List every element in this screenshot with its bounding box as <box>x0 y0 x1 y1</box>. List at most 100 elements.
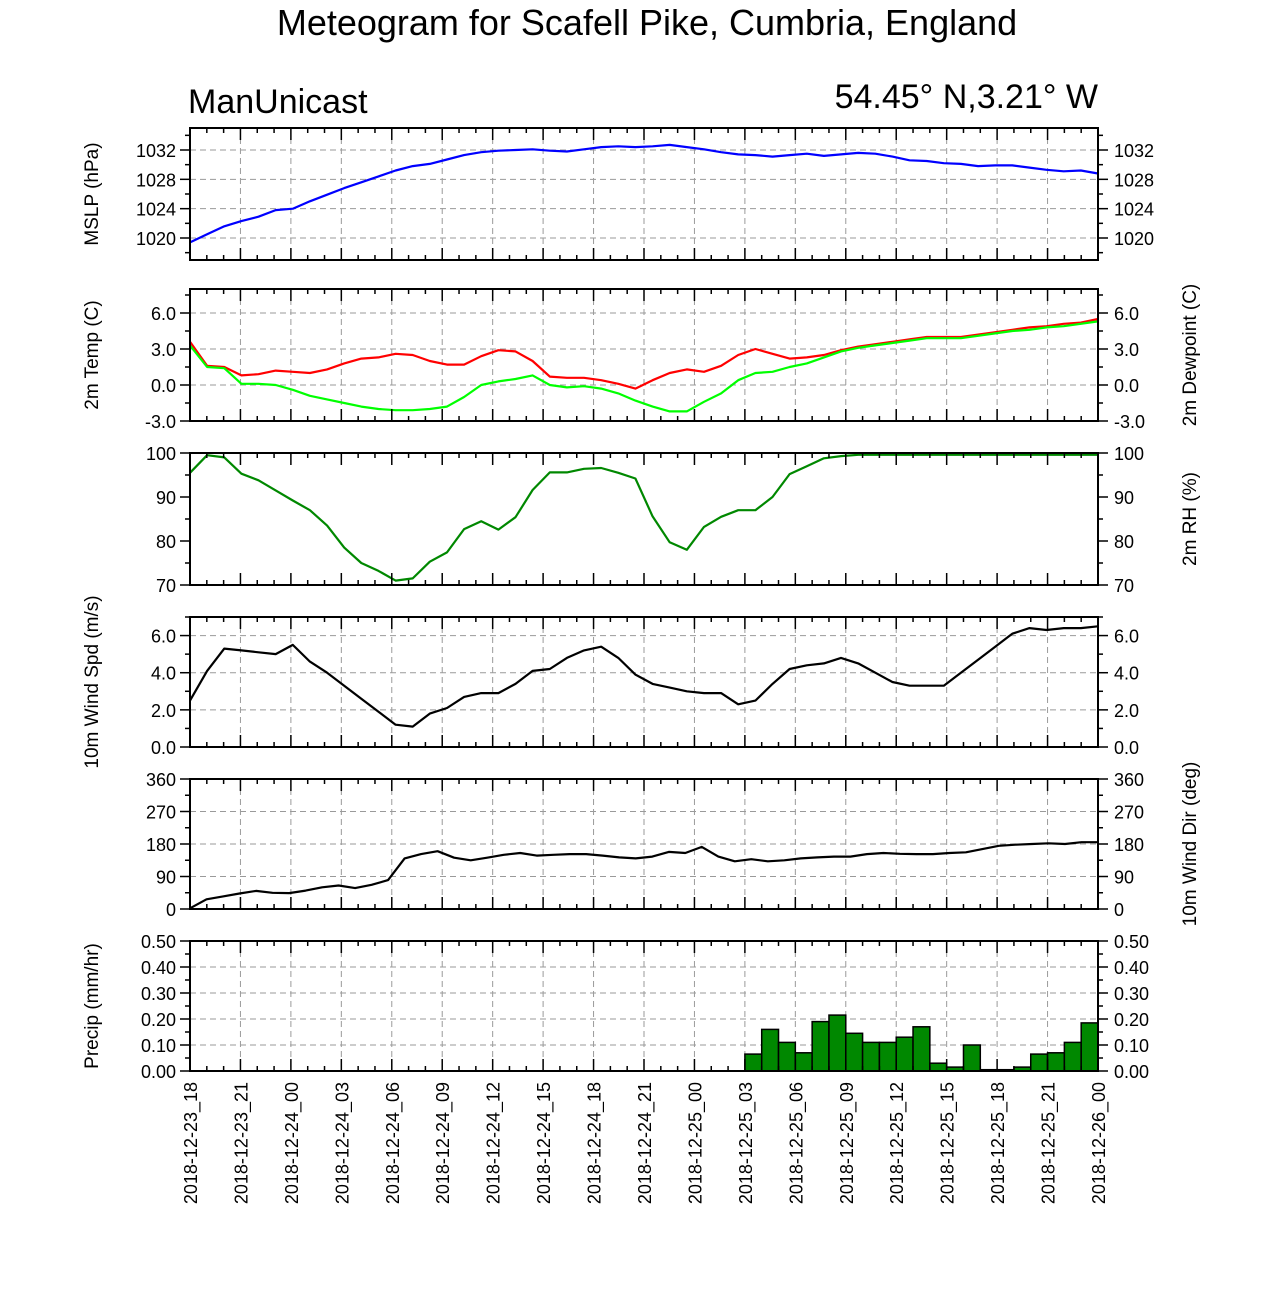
y-tick-label-right: 0.20 <box>1114 1010 1149 1030</box>
x-tick-label: 2018-12-24_18 <box>585 1082 606 1204</box>
x-tick-label: 2018-12-24_09 <box>433 1082 454 1204</box>
y-tick-label-right: 0 <box>1114 900 1124 920</box>
y-tick-label: 1028 <box>136 170 176 190</box>
y-tick-label: 70 <box>156 576 176 596</box>
y-tick-label-right: 90 <box>1114 488 1134 508</box>
y-tick-label-right: 3.0 <box>1114 340 1139 360</box>
y-tick-label: 1032 <box>136 141 176 161</box>
precip-bar <box>1046 1052 1066 1072</box>
x-tick-label: 2018-12-25_00 <box>685 1082 706 1204</box>
y-axis-label-right: 2m Dewpoint (C) <box>1180 284 1201 427</box>
y-tick-label: -3.0 <box>145 412 176 432</box>
x-tick-label: 2018-12-24_00 <box>282 1082 303 1204</box>
y-axis-label-right: 2m RH (%) <box>1180 472 1201 566</box>
series-line-1 <box>189 453 1098 582</box>
y-tick-label-right: 0.0 <box>1114 738 1139 758</box>
series-line-2 <box>189 320 1099 413</box>
y-tick-label: 4.0 <box>151 664 176 684</box>
y-tick-label-right: 0.0 <box>1114 376 1139 396</box>
x-tick-label: 2018-12-24_21 <box>635 1082 656 1204</box>
y-tick-label-right: 6.0 <box>1114 304 1139 324</box>
panel-1: 1020 1020 1024 1024 1028 1028 1032 1032 MSLP (hP… <box>82 127 1154 261</box>
y-tick-label: 1024 <box>136 200 176 220</box>
panel-3: 70 70 80 80 90 90 100 100 2m RH (%) <box>146 444 1201 596</box>
y-tick-label-right: 180 <box>1114 835 1144 855</box>
x-tick-label: 2018-12-25_12 <box>887 1082 908 1204</box>
y-tick-label-right: 2.0 <box>1114 701 1139 721</box>
x-tick-label: 2018-12-26_00 <box>1089 1082 1110 1204</box>
precip-bar <box>895 1036 914 1072</box>
precip-bar <box>760 1028 780 1072</box>
precip-bar <box>962 1044 982 1072</box>
x-tick-label: 2018-12-25_18 <box>988 1082 1009 1204</box>
y-tick-label-right: 270 <box>1114 803 1144 823</box>
precip-bar <box>1029 1053 1049 1072</box>
precip-bar <box>929 1062 948 1072</box>
panel-2: -3.0 -3.0 0.0 0.0 3.0 3.0 6.0 6.0 2m Temp (C) 2m … <box>82 284 1201 432</box>
y-tick-label: 90 <box>156 488 176 508</box>
x-tick-label: 2018-12-24_12 <box>484 1082 505 1204</box>
y-axis-label: 10m Wind Spd (m/s) <box>82 595 103 768</box>
x-axis-labels: 2018-12-23_18 2018-12-23_21 2018-12-24_00 2… <box>181 1082 1110 1204</box>
x-tick-label: 2018-12-25_15 <box>938 1082 959 1204</box>
y-tick-label-right: -3.0 <box>1114 412 1145 432</box>
y-tick-label-right: 0.40 <box>1114 958 1149 978</box>
panel-frame <box>189 452 1099 586</box>
y-tick-label: 100 <box>146 444 176 464</box>
x-tick-label: 2018-12-24_03 <box>332 1082 353 1204</box>
y-axis-label: Precip (mm/hr) <box>82 943 103 1069</box>
x-tick-label: 2018-12-25_09 <box>837 1082 858 1204</box>
y-tick-label: 0.0 <box>151 738 176 758</box>
y-tick-label: 1020 <box>136 229 176 249</box>
y-tick-label: 6.0 <box>151 304 176 324</box>
y-tick-label: 0.10 <box>141 1036 176 1056</box>
precip-bar <box>744 1053 763 1072</box>
y-axis-label-right: 10m Wind Dir (deg) <box>1180 762 1201 927</box>
y-tick-label: 0.20 <box>141 1010 176 1030</box>
x-tick-label: 2018-12-25_03 <box>736 1082 757 1204</box>
y-tick-label-right: 1020 <box>1114 229 1154 249</box>
x-tick-label: 2018-12-25_21 <box>1039 1082 1060 1204</box>
panel-4: 0.0 0.0 2.0 2.0 4.0 4.0 6.0 6.0 10m Wind Spd (m/… <box>82 595 1139 768</box>
precip-bar <box>1080 1022 1099 1072</box>
y-tick-label: 0 <box>166 900 176 920</box>
y-tick-label-right: 0.00 <box>1114 1062 1149 1082</box>
x-tick-label: 2018-12-24_06 <box>383 1082 404 1204</box>
y-tick-label: 3.0 <box>151 340 176 360</box>
panel-6: 0.00 0.00 0.10 0.10 0.20 0.20 0.30 0.30 0.40 0.40… <box>82 932 1149 1082</box>
y-tick-label-right: 80 <box>1114 532 1134 552</box>
x-tick-label: 2018-12-25_06 <box>786 1082 807 1204</box>
panel-5: 0 0 90 90 180 180 270 270 360 360 10m Wind Dir (de… <box>146 762 1201 927</box>
model-label: ManUnicast <box>188 83 368 121</box>
precip-bar <box>1063 1041 1082 1072</box>
y-tick-label: 0.00 <box>141 1062 176 1082</box>
x-tick-label: 2018-12-23_21 <box>231 1082 252 1204</box>
panels: 1020 1020 1024 1024 1028 1028 1032 1032 MSLP (hP… <box>82 127 1201 1082</box>
y-tick-label-right: 0.50 <box>1114 932 1149 952</box>
y-tick-label-right: 1032 <box>1114 141 1154 161</box>
precip-bar <box>845 1032 864 1072</box>
x-tick-label: 2018-12-23_18 <box>181 1082 202 1204</box>
y-tick-label: 180 <box>146 835 176 855</box>
series-line-1 <box>189 625 1099 728</box>
y-tick-label-right: 360 <box>1114 770 1144 790</box>
y-tick-label-right: 90 <box>1114 868 1134 888</box>
y-tick-label: 2.0 <box>151 701 176 721</box>
y-tick-label-right: 6.0 <box>1114 627 1139 647</box>
precip-bar <box>777 1041 797 1072</box>
y-tick-label-right: 4.0 <box>1114 664 1139 684</box>
y-tick-label: 0.40 <box>141 958 176 978</box>
y-tick-label-right: 0.30 <box>1114 984 1149 1004</box>
precip-bar <box>861 1041 881 1072</box>
y-tick-label: 270 <box>146 803 176 823</box>
y-tick-label-right: 0.10 <box>1114 1036 1149 1056</box>
y-tick-label: 0.0 <box>151 376 176 396</box>
precip-bar <box>794 1052 813 1072</box>
precip-bar <box>811 1020 830 1072</box>
y-axis-label: MSLP (hPa) <box>82 142 103 245</box>
y-tick-label: 80 <box>156 532 176 552</box>
y-axis-label: 2m Temp (C) <box>82 300 103 409</box>
precip-bar <box>912 1026 931 1072</box>
y-tick-label: 0.50 <box>141 932 176 952</box>
